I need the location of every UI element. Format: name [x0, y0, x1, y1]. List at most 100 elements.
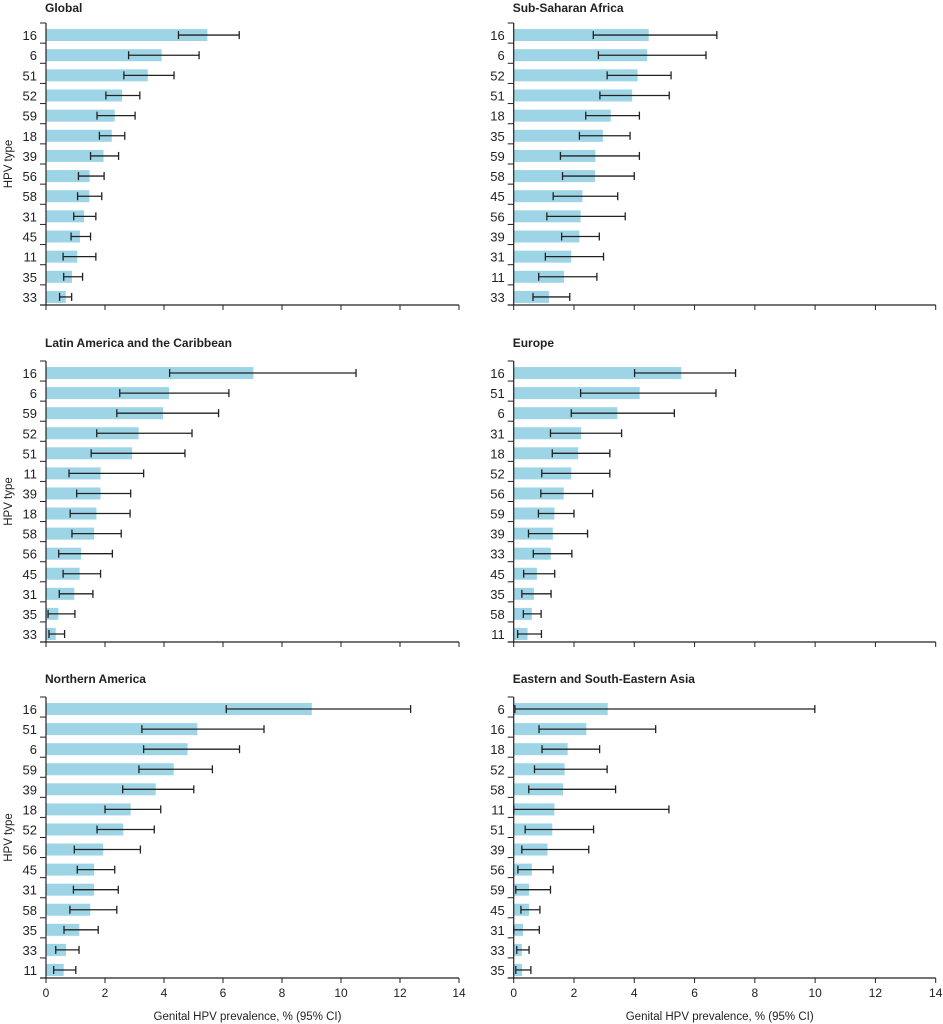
panel-title: Latin America and the Caribbean	[45, 336, 232, 350]
x-tick-label: 0	[43, 986, 50, 1000]
x-tick-label: 2	[102, 986, 109, 1000]
category-label: 59	[23, 762, 37, 777]
bar	[513, 190, 583, 203]
x-tick-label: 10	[808, 986, 822, 1000]
category-label: 59	[490, 507, 504, 522]
category-label: 51	[23, 722, 37, 737]
category-label: 31	[490, 923, 504, 938]
y-axis-label: HPV type	[3, 813, 15, 862]
category-label: 39	[490, 527, 504, 542]
category-label: 45	[23, 863, 37, 878]
category-label: 58	[23, 527, 37, 542]
category-label: 45	[23, 567, 37, 582]
bar	[513, 387, 640, 400]
category-label: 33	[490, 547, 504, 562]
category-label: 6	[30, 48, 37, 63]
category-label: 35	[490, 587, 504, 602]
x-axis-label: Genital HPV prevalence, % (95% CI)	[154, 1011, 342, 1023]
panel-title: Europe	[513, 336, 555, 350]
x-tick-label: 6	[220, 986, 227, 1000]
x-tick-label: 14	[452, 986, 466, 1000]
category-label: 33	[23, 943, 37, 958]
bar	[46, 367, 254, 380]
x-tick-label: 0	[510, 986, 517, 1000]
category-label: 58	[490, 782, 504, 797]
category-label: 16	[490, 722, 504, 737]
category-label: 51	[490, 89, 504, 104]
category-label: 59	[23, 109, 37, 124]
bar	[46, 823, 124, 836]
bar	[46, 129, 112, 142]
bar	[46, 803, 131, 816]
bar	[513, 29, 649, 42]
x-tick-label: 6	[691, 986, 698, 1000]
category-label: 18	[23, 507, 37, 522]
category-label: 35	[23, 607, 37, 622]
bar	[46, 743, 188, 756]
bar	[513, 407, 618, 420]
category-label: 16	[23, 702, 37, 717]
x-tick-label: 2	[571, 986, 578, 1000]
category-label: 11	[491, 627, 505, 642]
bar	[46, 487, 101, 500]
category-label: 35	[490, 129, 504, 144]
bar	[46, 527, 95, 540]
x-tick-label: 10	[334, 986, 348, 1000]
category-label: 33	[490, 943, 504, 958]
bar	[513, 367, 682, 380]
panel-title: Global	[45, 1, 82, 15]
category-label: 59	[23, 406, 37, 421]
bar	[46, 763, 174, 776]
category-label: 56	[490, 209, 504, 224]
category-label: 39	[490, 230, 504, 245]
category-label: 6	[30, 386, 37, 401]
category-label: 35	[490, 963, 504, 978]
category-label: 39	[23, 486, 37, 501]
category-label: 52	[23, 426, 37, 441]
bar	[46, 89, 123, 102]
bar	[513, 427, 582, 440]
category-label: 33	[490, 290, 504, 305]
category-label: 58	[490, 169, 504, 184]
bar	[513, 49, 648, 62]
chart-panel: Northern America HPV type 16 51 6 59 39 18 52 56 4…	[3, 672, 466, 1023]
bar	[46, 270, 72, 283]
bar	[513, 507, 555, 520]
category-label: 59	[490, 149, 504, 164]
category-label: 31	[490, 250, 504, 265]
bar	[46, 190, 90, 203]
category-label: 6	[30, 742, 37, 757]
category-label: 52	[490, 466, 504, 481]
category-label: 39	[23, 149, 37, 164]
category-label: 18	[23, 802, 37, 817]
bar	[513, 230, 580, 243]
bar	[46, 703, 312, 716]
bar	[513, 290, 549, 303]
bar	[46, 407, 164, 420]
category-label: 45	[490, 567, 504, 582]
category-label: 6	[497, 406, 504, 421]
bar	[46, 210, 85, 223]
panel-title: Northern America	[45, 672, 146, 686]
category-label: 33	[23, 290, 37, 305]
category-label: 31	[23, 883, 37, 898]
chart-panel: Sub-Saharan Africa 16 6 52 51 18 35 59 58 45 56 39 3…	[490, 1, 937, 310]
bar	[513, 149, 596, 162]
bar	[513, 547, 551, 560]
bar	[513, 487, 564, 500]
category-label: 11	[491, 802, 505, 817]
x-tick-label: 4	[631, 986, 638, 1000]
panel-title: Sub-Saharan Africa	[513, 1, 624, 15]
category-label: 11	[24, 250, 38, 265]
y-axis-label: HPV type	[3, 140, 15, 189]
category-label: 31	[23, 587, 37, 602]
bar	[46, 49, 162, 62]
x-tick-label: 14	[929, 986, 943, 1000]
category-label: 39	[490, 843, 504, 858]
category-label: 18	[490, 109, 504, 124]
category-label: 11	[24, 963, 38, 978]
category-label: 6	[497, 702, 504, 717]
category-label: 58	[23, 903, 37, 918]
x-tick-label: 8	[279, 986, 286, 1000]
